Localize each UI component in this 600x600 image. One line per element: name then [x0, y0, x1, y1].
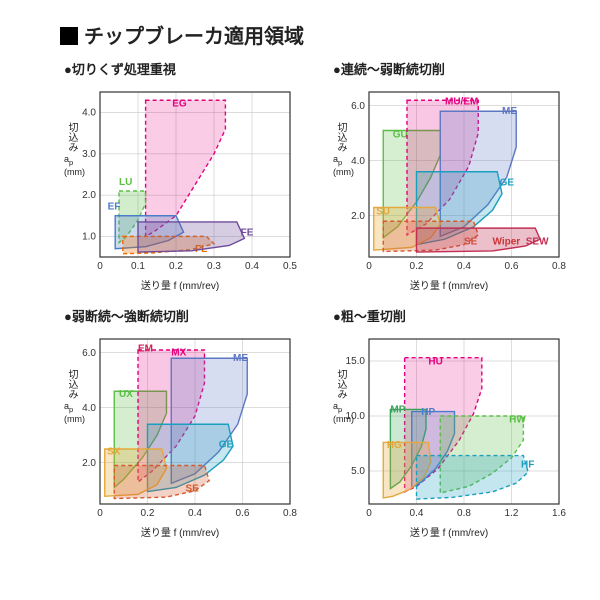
svg-text:0.4: 0.4: [457, 261, 471, 272]
square-icon: [60, 27, 78, 45]
svg-text:5.0: 5.0: [351, 466, 365, 477]
svg-text:2.0: 2.0: [82, 458, 96, 469]
chart-panel: ●切りくず処理重視00.10.20.30.40.51.02.03.04.0EGL…: [60, 59, 311, 292]
svg-text:0.1: 0.1: [131, 261, 145, 272]
panel-title: ●連続～弱断続切削: [333, 59, 580, 78]
svg-text:6.0: 6.0: [351, 101, 365, 112]
region-label-me: ME: [502, 106, 517, 117]
region-label-eg: EG: [172, 98, 187, 109]
region-label-mp: MP: [390, 405, 405, 416]
x-axis-label: 送り量 f (mm/rev): [329, 524, 569, 539]
region-label-hf: HF: [521, 460, 534, 471]
region-label-hp: HP: [421, 407, 435, 418]
region-label-sx: SX: [107, 447, 121, 458]
region-label-hu: HU: [428, 356, 442, 367]
svg-text:0: 0: [366, 508, 372, 519]
x-axis-label: 送り量 f (mm/rev): [60, 277, 300, 292]
svg-text:0.4: 0.4: [188, 508, 202, 519]
main-title-text: チップブレーカ適用領域: [84, 26, 304, 48]
chart-area: 00.40.81.21.65.010.015.0HUMPHPHWHGHF切込みa…: [329, 329, 569, 539]
region-label-sew: SEW: [526, 237, 549, 248]
svg-text:0.2: 0.2: [169, 261, 183, 272]
svg-text:0.6: 0.6: [505, 261, 519, 272]
chart-area: 00.10.20.30.40.51.02.03.04.0EGLUEFFLFE切込…: [60, 82, 300, 292]
svg-text:0.8: 0.8: [283, 508, 297, 519]
region-label-gu: GU: [393, 129, 408, 140]
region-label-hw: HW: [509, 415, 526, 426]
chart-area: 00.20.40.60.82.04.06.0GUMU/EMMEGESUSESEW…: [329, 82, 569, 292]
chart-panel: ●粗～重切削00.40.81.21.65.010.015.0HUMPHPHWHG…: [329, 306, 580, 539]
region-label-su: SU: [376, 206, 390, 217]
region-label-ge: GE: [219, 440, 234, 451]
y-axis-label: 切込みap(mm): [333, 369, 354, 424]
panel-title: ●切りくず処理重視: [64, 59, 311, 78]
svg-text:0.8: 0.8: [457, 508, 471, 519]
x-axis-label: 送り量 f (mm/rev): [60, 524, 300, 539]
svg-text:2.0: 2.0: [351, 211, 365, 222]
main-title: チップブレーカ適用領域: [60, 20, 580, 49]
svg-text:0: 0: [366, 261, 372, 272]
svg-text:4.0: 4.0: [82, 108, 96, 119]
svg-text:15.0: 15.0: [346, 356, 366, 367]
region-label-me: ME: [233, 353, 248, 364]
svg-text:6.0: 6.0: [82, 348, 96, 359]
region-label-hg: HG: [387, 440, 402, 451]
svg-text:0.2: 0.2: [410, 261, 424, 272]
svg-text:0.6: 0.6: [236, 508, 250, 519]
chart-panel: ●弱断続～強断続切削00.20.40.60.82.04.06.0UXMXEMME…: [60, 306, 311, 539]
region-label-fe: FE: [241, 228, 254, 239]
svg-text:0.2: 0.2: [141, 508, 155, 519]
y-axis-label: 切込みap(mm): [333, 122, 354, 177]
y-axis-label: 切込みap(mm): [64, 369, 85, 424]
svg-text:0: 0: [97, 508, 103, 519]
region-label-mx: MX: [171, 348, 186, 359]
region-label-mu/em: MU/EM: [445, 96, 478, 107]
panel-title: ●弱断続～強断続切削: [64, 306, 311, 325]
region-sew: [417, 228, 541, 252]
svg-text:0.5: 0.5: [283, 261, 297, 272]
chart-area: 00.20.40.60.82.04.06.0UXMXEMMEGESXSE切込みa…: [60, 329, 300, 539]
chart-panel: ●連続～弱断続切削00.20.40.60.82.04.06.0GUMU/EMME…: [329, 59, 580, 292]
svg-text:0.4: 0.4: [245, 261, 259, 272]
svg-text:0.3: 0.3: [207, 261, 221, 272]
svg-text:1.2: 1.2: [505, 508, 519, 519]
chart-grid: ●切りくず処理重視00.10.20.30.40.51.02.03.04.0EGL…: [60, 59, 580, 539]
x-axis-label: 送り量 f (mm/rev): [329, 277, 569, 292]
region-label-em: EM: [138, 343, 153, 354]
y-axis-label: 切込みap(mm): [64, 122, 85, 177]
region-label-lu: LU: [119, 177, 132, 188]
region-label-ux: UX: [119, 389, 133, 400]
region-fe: [138, 222, 244, 252]
region-label-ge: GE: [500, 178, 515, 189]
svg-text:0: 0: [97, 261, 103, 272]
svg-text:0.8: 0.8: [552, 261, 566, 272]
region-label-wiper: Wiper: [493, 237, 521, 248]
region-label-ef: EF: [108, 202, 121, 213]
panel-title: ●粗～重切削: [333, 306, 580, 325]
svg-text:1.0: 1.0: [82, 231, 96, 242]
svg-text:2.0: 2.0: [82, 190, 96, 201]
svg-text:0.4: 0.4: [410, 508, 424, 519]
svg-text:1.6: 1.6: [552, 508, 566, 519]
region-label-se: SE: [186, 484, 200, 495]
